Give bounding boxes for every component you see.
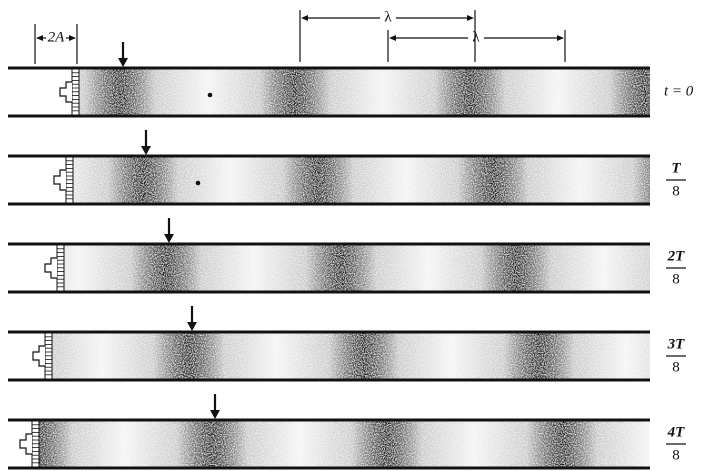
time-denominator: 8 [672, 271, 680, 287]
wavelength-label: λ [472, 29, 480, 45]
wavelength-label: λ [384, 9, 392, 25]
piston-rod [19, 433, 32, 455]
time-numerator: 4T [667, 424, 686, 440]
dimension-arrowheads [36, 15, 564, 41]
compression-arrowhead [141, 146, 151, 155]
dimension-lines [34, 10, 566, 64]
time-denominator: 8 [672, 183, 680, 199]
piston-rod [53, 169, 66, 191]
amplitude-label: 2A [48, 29, 66, 45]
time-denominator: 8 [672, 447, 680, 463]
time-numerator: 2T [667, 248, 686, 264]
air-column [72, 156, 650, 204]
particle-dot [195, 180, 201, 186]
particle-dot [207, 92, 213, 98]
time-numerator: T [671, 160, 681, 176]
compression-arrowhead [118, 58, 128, 67]
air-column [63, 244, 650, 292]
air-column [51, 332, 650, 380]
air-column [38, 420, 650, 468]
compression-arrowhead [164, 234, 174, 243]
compression-arrowhead [210, 410, 220, 419]
time-denominator: 8 [672, 359, 680, 375]
piston-rod [59, 81, 72, 103]
compression-arrowhead [187, 322, 197, 331]
piston-rod [44, 257, 57, 279]
time-label: t = 0 [664, 83, 694, 99]
air-column [78, 68, 650, 116]
time-numerator: 3T [667, 336, 686, 352]
piston-rod [32, 345, 45, 367]
